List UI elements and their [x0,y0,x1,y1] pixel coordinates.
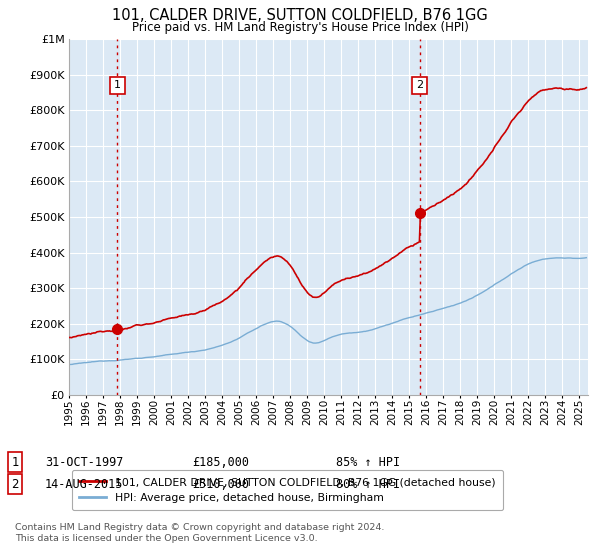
Text: 14-AUG-2015: 14-AUG-2015 [45,478,124,491]
Text: £185,000: £185,000 [192,455,249,469]
Text: 31-OCT-1997: 31-OCT-1997 [45,455,124,469]
Text: Price paid vs. HM Land Registry's House Price Index (HPI): Price paid vs. HM Land Registry's House … [131,21,469,34]
Text: 101, CALDER DRIVE, SUTTON COLDFIELD, B76 1GG: 101, CALDER DRIVE, SUTTON COLDFIELD, B76… [112,8,488,24]
Legend: 101, CALDER DRIVE, SUTTON COLDFIELD, B76 1GG (detached house), HPI: Average pric: 101, CALDER DRIVE, SUTTON COLDFIELD, B76… [72,469,503,510]
Text: Contains HM Land Registry data © Crown copyright and database right 2024.
This d: Contains HM Land Registry data © Crown c… [15,524,385,543]
Text: 2: 2 [11,478,19,491]
Text: 1: 1 [113,81,121,90]
Text: 1: 1 [11,455,19,469]
Text: 80% ↑ HPI: 80% ↑ HPI [336,478,400,491]
Text: 85% ↑ HPI: 85% ↑ HPI [336,455,400,469]
Text: £510,000: £510,000 [192,478,249,491]
Text: 2: 2 [416,81,424,90]
